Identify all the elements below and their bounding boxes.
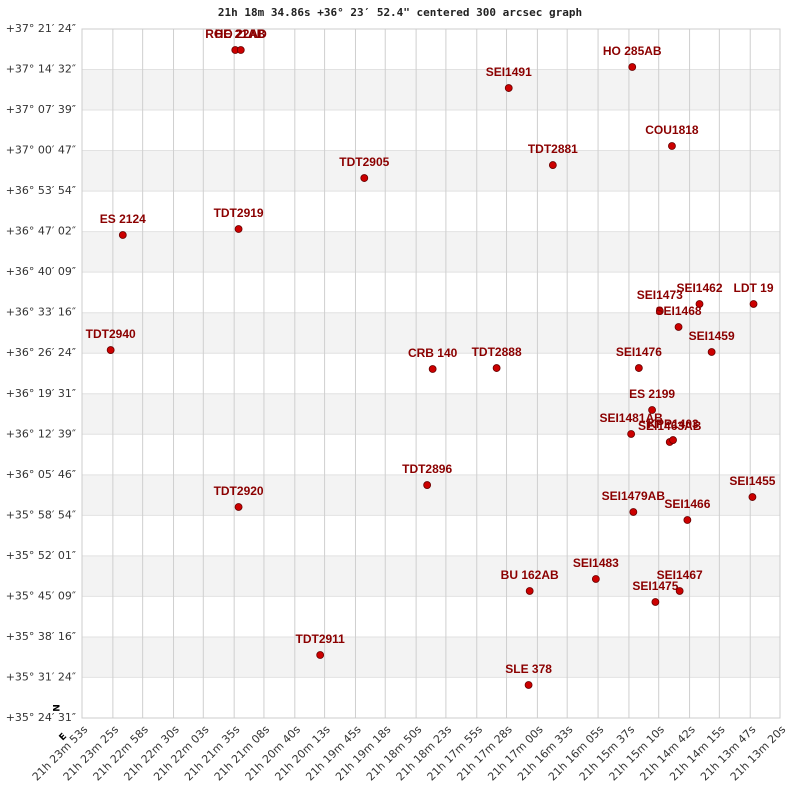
y-tick-label: +37° 14′ 32″: [6, 62, 76, 75]
y-tick-label: +36° 19′ 31″: [6, 387, 76, 400]
star-label: ES 2124: [100, 212, 146, 226]
star-label: KPP1403: [647, 417, 699, 431]
star-label: HO 285AB: [603, 44, 662, 58]
star-label: SEI1463AB: [638, 419, 702, 433]
band: [82, 150, 780, 192]
star-point: [707, 348, 716, 356]
y-tick-label: +36° 33′ 16″: [6, 306, 76, 319]
y-tick-label: +36° 47′ 02″: [6, 225, 76, 238]
star-point: [634, 364, 643, 372]
y-tick-label: +35° 52′ 01″: [6, 549, 76, 562]
star-point: [234, 225, 243, 233]
star-label: TDT2919: [214, 206, 264, 220]
star-label: BU 162AB: [501, 568, 559, 582]
y-tick-label: +36° 26′ 24″: [6, 346, 76, 359]
star-point: [749, 300, 758, 308]
band: [82, 474, 780, 516]
star-point: [748, 493, 757, 501]
y-tick-label: +35° 24′ 31″: [6, 711, 76, 724]
y-tick-label: +37° 07′ 39″: [6, 103, 76, 116]
star-label: TDT2920: [214, 484, 264, 498]
star-point: [591, 575, 600, 583]
star-label: SEI1467: [657, 568, 703, 582]
star-point: [668, 142, 676, 150]
star-point: [428, 365, 437, 373]
star-label: SEI1476: [616, 345, 662, 359]
star-label: TDT2940: [86, 327, 136, 341]
star-point: [234, 503, 243, 511]
star-label: TDT2905: [339, 155, 389, 169]
star-label: ES 2199: [629, 387, 675, 401]
star-label: SEI1466: [664, 497, 710, 511]
y-tick-label: +35° 58′ 54″: [6, 508, 76, 521]
star-label: TDT2888: [472, 345, 522, 359]
star-label: SEI1479AB: [602, 489, 666, 503]
chart-title: 21h 18m 34.86s +36° 23′ 52.4" centered 3…: [218, 6, 582, 19]
star-point: [669, 436, 677, 444]
y-tick-label: +36° 12′ 39″: [6, 427, 76, 440]
y-tick-label: +35° 45′ 09″: [6, 589, 76, 602]
star-point: [360, 174, 369, 182]
star-label: HO 22AD: [215, 27, 267, 41]
star-label: SEI1491: [486, 65, 532, 79]
band: [82, 555, 780, 597]
star-label: ROE 21AB: [205, 27, 265, 41]
star-point: [629, 508, 638, 516]
compass-label: N: [53, 704, 63, 712]
y-tick-label: +36° 53′ 54″: [6, 184, 76, 197]
star-point: [695, 300, 704, 308]
star-point: [106, 346, 115, 354]
star-label: TDT2911: [296, 632, 346, 646]
star-point: [627, 430, 636, 438]
band: [82, 69, 780, 111]
star-label: SEI1462: [676, 281, 722, 295]
star-label: TDT2881: [528, 142, 578, 156]
star-label: SEI1455: [729, 474, 775, 488]
star-point: [648, 406, 656, 414]
y-tick-label: +35° 31′ 24″: [6, 670, 76, 683]
plot-border: [81, 28, 781, 719]
star-point: [683, 516, 692, 524]
star-point: [423, 481, 432, 489]
star-label: CRB 140: [408, 346, 458, 360]
star-label: SEI1481AB: [599, 411, 663, 425]
band: [82, 312, 780, 354]
y-tick-label: +36° 05′ 46″: [6, 468, 76, 481]
star-point: [674, 323, 683, 331]
star-point: [548, 161, 557, 169]
star-label: SEI1483: [573, 556, 619, 570]
star-point: [236, 46, 245, 54]
compass-label: E: [58, 732, 69, 743]
star-point: [524, 681, 533, 689]
band: [82, 636, 780, 678]
band: [82, 393, 780, 435]
star-label: SEI1475: [632, 579, 678, 593]
star-point: [492, 364, 501, 372]
star-point: [504, 84, 513, 92]
star-label: SEI1459: [689, 329, 735, 343]
star-label: SLE 378: [505, 662, 552, 676]
y-tick-label: +37° 00′ 47″: [6, 144, 76, 157]
star-point: [118, 231, 127, 239]
star-label: LDT 19: [734, 281, 774, 295]
y-tick-label: +35° 38′ 16″: [6, 630, 76, 643]
star-label: SEI1473: [637, 288, 683, 302]
star-point: [316, 651, 325, 659]
star-point: [655, 307, 664, 315]
band: [82, 231, 780, 273]
star-point: [628, 63, 637, 71]
star-label: COU1818: [645, 123, 699, 137]
y-tick-label: +37° 21′ 24″: [6, 22, 76, 35]
star-point: [525, 587, 534, 595]
star-point: [675, 587, 684, 595]
y-tick-label: +36° 40′ 09″: [6, 265, 76, 278]
star-label: TDT2896: [402, 462, 452, 476]
star-label: SEI1468: [656, 304, 702, 318]
star-point: [651, 598, 660, 606]
